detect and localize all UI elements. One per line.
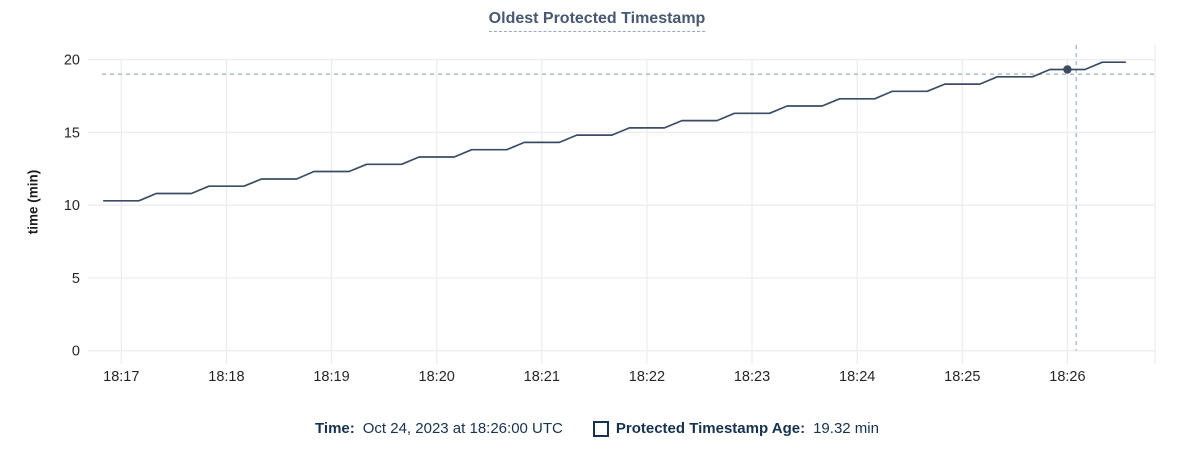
series-line <box>102 61 1127 202</box>
legend-series-value: 19.32 min <box>813 420 879 437</box>
y-tick-label: 5 <box>72 271 80 287</box>
x-tick-label: 18:21 <box>524 369 560 385</box>
x-tick-label: 18:17 <box>103 369 139 385</box>
x-tick-label: 18:26 <box>1049 369 1085 385</box>
y-tick-label: 20 <box>64 53 80 69</box>
y-tick-label: 10 <box>64 198 80 214</box>
chart-canvas[interactable]: 0 5 10 15 20 18:17 18:18 18:19 18:20 18:21 18:22 18… <box>0 0 1194 400</box>
y-tick-label: 15 <box>64 125 80 141</box>
legend-time-label: Time: <box>315 420 355 437</box>
chart-title[interactable]: Oldest Protected Timestamp <box>488 10 706 32</box>
x-tick-label: 18:23 <box>734 369 770 385</box>
x-tick-label: 18:24 <box>839 369 875 385</box>
y-tick-label: 0 <box>72 344 80 360</box>
x-tick-label: 18:18 <box>208 369 244 385</box>
legend-time-value: Oct 24, 2023 at 18:26:00 UTC <box>362 420 563 437</box>
x-tick-label: 18:25 <box>944 369 980 385</box>
legend-time-item: Time: Oct 24, 2023 at 18:26:00 UTC <box>315 420 563 437</box>
title-row: Oldest Protected Timestamp <box>0 10 1194 32</box>
x-tick-label: 18:19 <box>313 369 349 385</box>
hover-point <box>1063 65 1072 74</box>
legend-series-label: Protected Timestamp Age: <box>615 420 806 437</box>
x-tick-label: 18:20 <box>419 369 455 385</box>
legend: Time: Oct 24, 2023 at 18:26:00 UTC Prote… <box>0 420 1194 437</box>
legend-series-item: Protected Timestamp Age: 19.32 min <box>592 420 879 437</box>
x-tick-label: 18:22 <box>629 369 665 385</box>
checkbox-unchecked-icon[interactable] <box>592 420 609 437</box>
